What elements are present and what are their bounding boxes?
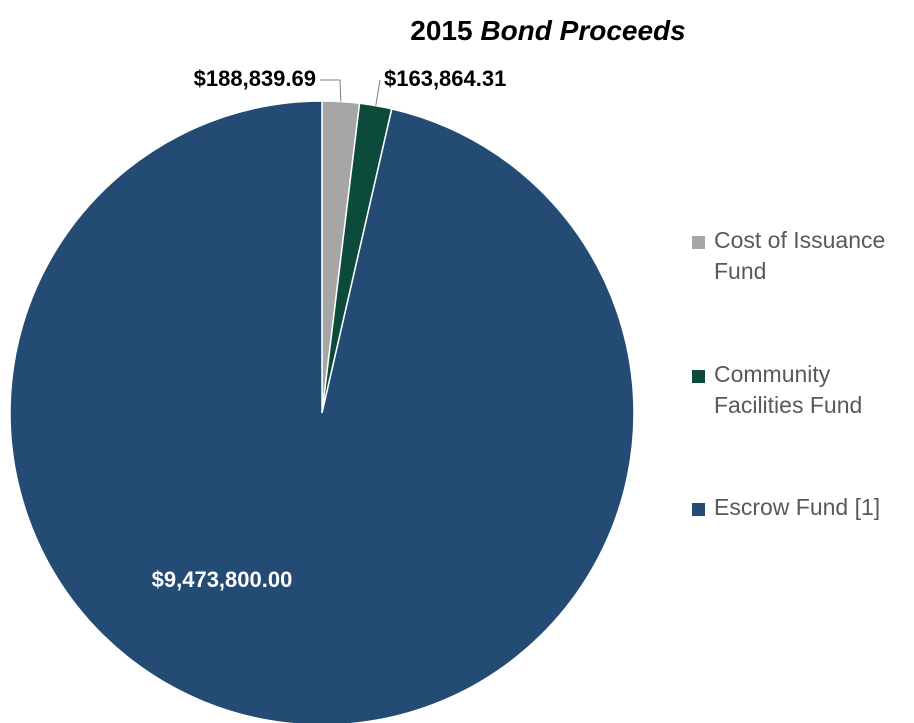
data-label-3: $9,473,800.00 bbox=[152, 567, 293, 592]
pie-slice-3 bbox=[9, 100, 635, 723]
leader-line-1 bbox=[320, 79, 342, 102]
data-label-1: $188,839.69 bbox=[194, 66, 316, 91]
chart-title: 2015 Bond Proceeds bbox=[410, 15, 685, 46]
legend-swatch-1 bbox=[692, 236, 705, 249]
leader-lines bbox=[320, 79, 381, 106]
chart-title-prefix: 2015 bbox=[410, 15, 480, 46]
legend-label-2-line-2: Facilities Fund bbox=[714, 392, 862, 418]
leader-line-2 bbox=[375, 79, 381, 106]
legend-swatch-3 bbox=[692, 503, 705, 516]
chart-title-emphasis: Bond Proceeds bbox=[480, 15, 685, 46]
legend-label-2-line-1: Community bbox=[714, 361, 831, 387]
legend: Cost of Issuance Fund Community Facilities … bbox=[692, 227, 885, 520]
data-labels: $188,839.69 $163,864.31 $9,473,800.00 bbox=[152, 66, 507, 592]
legend-label-1-line-2: Fund bbox=[714, 258, 766, 284]
legend-swatch-2 bbox=[692, 370, 705, 383]
pie-slices bbox=[9, 100, 635, 723]
legend-label-1-line-1: Cost of Issuance bbox=[714, 227, 885, 253]
legend-label-3-line-1: Escrow Fund [1] bbox=[714, 494, 880, 520]
data-label-2: $163,864.31 bbox=[384, 66, 506, 91]
